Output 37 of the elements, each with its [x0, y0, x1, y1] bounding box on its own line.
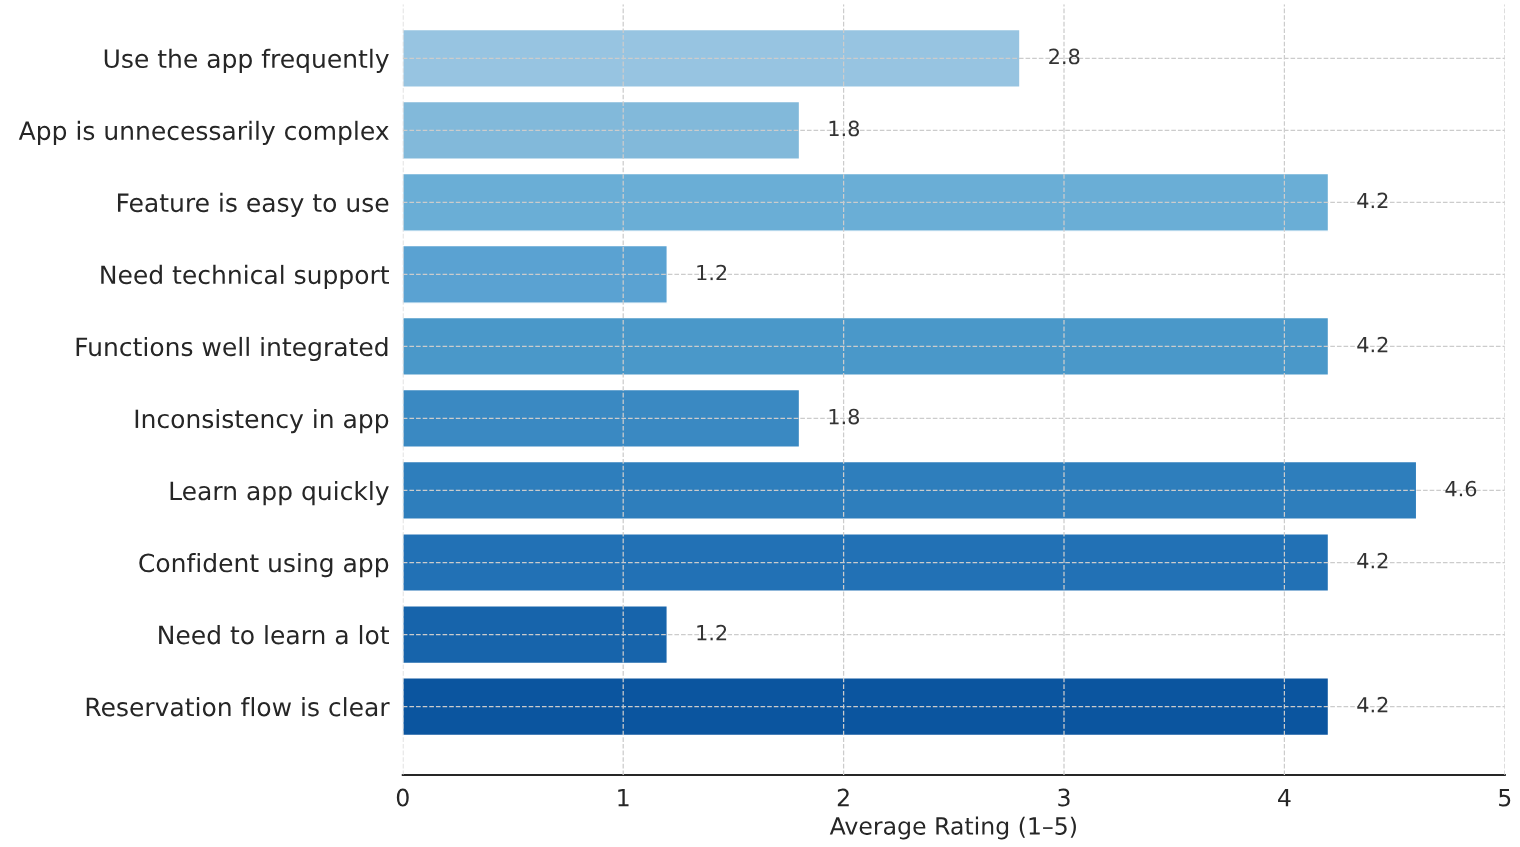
x-tick-label: 0: [396, 788, 409, 807]
x-tick-label: 2: [837, 788, 849, 807]
y-tick-label: Confident using app: [139, 553, 389, 578]
bar: [402, 460, 1418, 520]
x-tick-label: 4: [1278, 788, 1291, 807]
data-label: 4.2: [1357, 696, 1388, 713]
data-label: 1.8: [829, 408, 859, 425]
bar: [402, 244, 668, 304]
data-label: 1.8: [829, 120, 859, 137]
y-tick-label: Functions well integrated: [76, 336, 388, 362]
x-tick-label: 5: [1499, 788, 1511, 807]
data-label: 1.2: [697, 624, 727, 641]
bar: [402, 605, 668, 665]
y-tick-label: Need technical support: [101, 264, 389, 290]
data-label: 4.2: [1357, 192, 1388, 209]
x-axis-title: Average Rating (1–5): [829, 816, 1076, 840]
y-tick-label: Learn app quickly: [170, 480, 389, 506]
y-tick-label: Need to learn a lot: [159, 625, 389, 645]
data-label: 4.2: [1357, 336, 1388, 353]
y-tick-label: Inconsistency in app: [135, 408, 389, 434]
bar: [402, 316, 1330, 376]
data-label: 2.8: [1049, 48, 1080, 65]
data-label: 1.2: [697, 264, 727, 281]
y-tick-label: Reservation flow is clear: [86, 697, 390, 717]
bar: [402, 100, 801, 160]
x-tick-label: 3: [1058, 788, 1070, 807]
bar: [402, 172, 1330, 232]
data-label: 4.2: [1357, 552, 1388, 569]
bar: [402, 388, 801, 448]
bar: [402, 532, 1330, 593]
y-tick-label: Feature is easy to use: [117, 192, 389, 218]
bar: [402, 28, 1021, 88]
bar: [402, 677, 1330, 737]
y-tick-label: App is unnecessarily complex: [18, 120, 389, 145]
x-tick-label: 1: [618, 788, 629, 807]
data-label: 4.6: [1445, 480, 1477, 497]
y-tick-label: Use the app frequently: [104, 48, 389, 73]
